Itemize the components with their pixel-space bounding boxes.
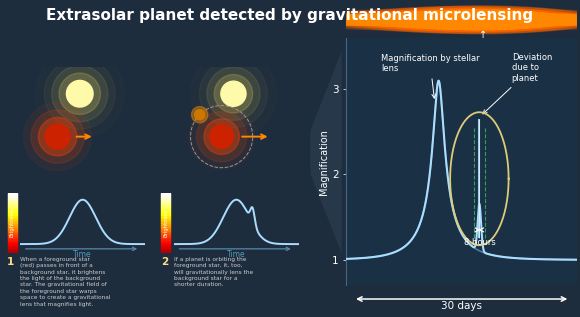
Circle shape <box>516 14 580 25</box>
Circle shape <box>189 104 254 169</box>
Circle shape <box>455 12 569 28</box>
Circle shape <box>352 7 528 32</box>
Circle shape <box>334 9 488 31</box>
Circle shape <box>191 107 208 123</box>
Circle shape <box>471 10 580 30</box>
Circle shape <box>59 73 100 114</box>
Text: Magnification by stellar
lens: Magnification by stellar lens <box>381 54 480 98</box>
Circle shape <box>402 10 536 29</box>
Circle shape <box>420 9 576 31</box>
Circle shape <box>386 6 580 34</box>
Circle shape <box>441 10 580 30</box>
Circle shape <box>339 11 455 28</box>
Circle shape <box>328 12 437 28</box>
Text: Extrasolar planet detected by gravitational microlensing: Extrasolar planet detected by gravitatio… <box>46 8 534 23</box>
Circle shape <box>210 125 233 148</box>
Text: 30 days: 30 days <box>441 301 482 311</box>
Circle shape <box>362 13 461 27</box>
Circle shape <box>214 74 253 113</box>
Circle shape <box>302 12 405 27</box>
Y-axis label: Magnification: Magnification <box>319 129 329 195</box>
Circle shape <box>488 10 580 29</box>
Circle shape <box>478 13 575 27</box>
Polygon shape <box>310 51 342 253</box>
Circle shape <box>45 124 70 149</box>
Text: 1: 1 <box>7 257 14 267</box>
Text: Deviation
due to
planet: Deviation due to planet <box>483 53 552 114</box>
Circle shape <box>485 12 580 28</box>
Text: Time: Time <box>227 250 246 259</box>
Circle shape <box>371 12 480 28</box>
Text: 2: 2 <box>161 257 168 267</box>
Circle shape <box>390 10 519 29</box>
Circle shape <box>433 10 562 29</box>
Circle shape <box>362 7 546 33</box>
Circle shape <box>204 119 240 154</box>
Circle shape <box>502 12 580 28</box>
Circle shape <box>197 112 246 162</box>
Text: Time: Time <box>73 250 92 259</box>
Circle shape <box>518 12 580 27</box>
Circle shape <box>357 10 494 30</box>
Text: If a planet is orbiting the
foreground star, it, too,
will gravitationally lens : If a planet is orbiting the foreground s… <box>174 257 253 288</box>
Circle shape <box>221 81 246 106</box>
Circle shape <box>353 13 441 26</box>
Circle shape <box>532 14 580 25</box>
Circle shape <box>325 10 469 30</box>
Circle shape <box>207 67 260 120</box>
Circle shape <box>343 8 508 32</box>
Circle shape <box>499 14 580 26</box>
Circle shape <box>348 11 474 29</box>
Circle shape <box>400 8 567 32</box>
Circle shape <box>31 110 84 163</box>
Circle shape <box>342 14 423 26</box>
Text: Brightness: Brightness <box>10 209 14 237</box>
Circle shape <box>504 10 580 29</box>
Circle shape <box>194 109 205 120</box>
Circle shape <box>316 14 392 25</box>
Text: When a foreground star
(red) passes in front of a
background star, it brightens
: When a foreground star (red) passes in f… <box>20 257 111 307</box>
Circle shape <box>288 10 419 29</box>
Circle shape <box>328 14 407 25</box>
Circle shape <box>374 6 564 34</box>
Text: 8 hours: 8 hours <box>463 237 495 247</box>
Circle shape <box>406 7 580 33</box>
Circle shape <box>52 66 108 122</box>
Circle shape <box>314 10 451 30</box>
Circle shape <box>376 9 532 31</box>
Circle shape <box>24 103 92 171</box>
Text: ↑: ↑ <box>479 29 487 40</box>
Circle shape <box>388 8 550 31</box>
Circle shape <box>301 10 435 29</box>
Circle shape <box>464 11 580 29</box>
Circle shape <box>451 9 580 31</box>
Circle shape <box>366 9 514 30</box>
Circle shape <box>38 117 77 156</box>
Circle shape <box>427 8 580 32</box>
Circle shape <box>67 81 93 107</box>
Circle shape <box>315 12 421 28</box>
Circle shape <box>380 11 500 29</box>
Circle shape <box>414 10 553 30</box>
Text: Brightness: Brightness <box>164 209 168 237</box>
